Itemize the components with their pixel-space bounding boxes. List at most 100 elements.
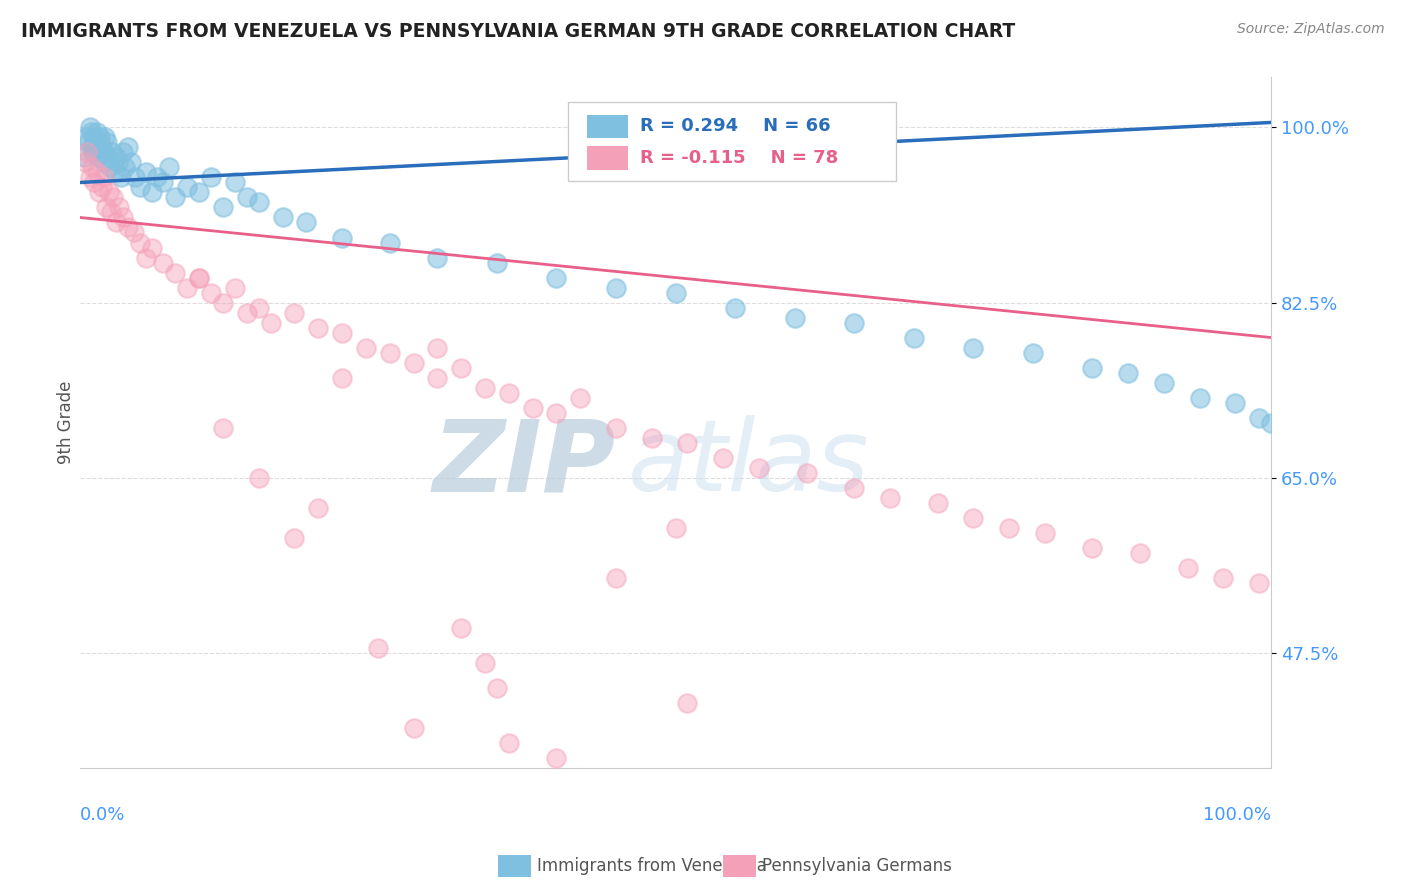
- Point: [152, 176, 174, 190]
- Point: [676, 696, 699, 710]
- Point: [330, 326, 353, 340]
- Point: [72, 151, 94, 165]
- Point: [605, 420, 627, 434]
- Point: [879, 491, 901, 505]
- Point: [724, 301, 747, 315]
- Point: [711, 450, 734, 465]
- Point: [498, 385, 520, 400]
- Point: [295, 215, 318, 229]
- Text: 0.0%: 0.0%: [80, 805, 125, 823]
- Point: [90, 140, 112, 154]
- Point: [962, 341, 984, 355]
- Point: [748, 460, 770, 475]
- Point: [120, 155, 142, 169]
- Point: [962, 510, 984, 524]
- Point: [450, 360, 472, 375]
- Point: [522, 401, 544, 415]
- Point: [124, 170, 146, 185]
- Point: [224, 176, 246, 190]
- Point: [1153, 376, 1175, 390]
- Point: [135, 165, 157, 179]
- Point: [176, 180, 198, 194]
- Point: [271, 211, 294, 225]
- Point: [212, 201, 235, 215]
- Point: [79, 120, 101, 135]
- Point: [485, 255, 508, 269]
- Point: [212, 420, 235, 434]
- Point: [1249, 575, 1271, 590]
- Point: [152, 255, 174, 269]
- Point: [1022, 345, 1045, 359]
- Point: [176, 280, 198, 294]
- Point: [796, 466, 818, 480]
- Text: ZIP: ZIP: [433, 416, 616, 513]
- Point: [76, 145, 98, 160]
- Point: [307, 500, 329, 515]
- Point: [117, 140, 139, 154]
- Point: [485, 681, 508, 695]
- Point: [200, 170, 222, 185]
- Point: [80, 125, 103, 139]
- Point: [86, 165, 108, 179]
- Point: [111, 211, 134, 225]
- Point: [100, 205, 122, 219]
- Point: [82, 145, 104, 160]
- Point: [402, 721, 425, 735]
- Point: [188, 270, 211, 285]
- Point: [157, 161, 180, 175]
- Point: [89, 186, 111, 200]
- Point: [367, 640, 389, 655]
- Point: [110, 170, 132, 185]
- Point: [135, 251, 157, 265]
- Point: [98, 161, 121, 175]
- FancyBboxPatch shape: [588, 146, 628, 170]
- Point: [90, 180, 112, 194]
- Point: [1188, 391, 1211, 405]
- Point: [87, 151, 110, 165]
- Point: [1225, 395, 1247, 409]
- Point: [426, 370, 449, 384]
- Point: [80, 140, 103, 154]
- Text: Immigrants from Venezuela: Immigrants from Venezuela: [537, 857, 766, 875]
- Text: Source: ZipAtlas.com: Source: ZipAtlas.com: [1237, 22, 1385, 37]
- Point: [108, 201, 131, 215]
- Point: [1116, 366, 1139, 380]
- Point: [665, 285, 688, 300]
- Text: R = -0.115    N = 78: R = -0.115 N = 78: [640, 149, 838, 167]
- Point: [117, 220, 139, 235]
- Text: Pennsylvania Germans: Pennsylvania Germans: [762, 857, 952, 875]
- Text: IMMIGRANTS FROM VENEZUELA VS PENNSYLVANIA GERMAN 9TH GRADE CORRELATION CHART: IMMIGRANTS FROM VENEZUELA VS PENNSYLVANI…: [21, 22, 1015, 41]
- FancyBboxPatch shape: [568, 102, 896, 181]
- Point: [80, 161, 103, 175]
- Point: [141, 186, 163, 200]
- Point: [101, 145, 124, 160]
- Point: [354, 341, 377, 355]
- Point: [844, 481, 866, 495]
- Point: [605, 280, 627, 294]
- Text: atlas: atlas: [628, 416, 869, 513]
- Point: [93, 170, 115, 185]
- Point: [104, 151, 127, 165]
- Point: [402, 355, 425, 369]
- Point: [96, 136, 118, 150]
- Point: [146, 170, 169, 185]
- Point: [474, 656, 496, 670]
- Point: [903, 330, 925, 344]
- Point: [91, 145, 114, 160]
- Point: [94, 130, 117, 145]
- Point: [998, 520, 1021, 534]
- Point: [1081, 541, 1104, 555]
- Point: [259, 316, 281, 330]
- Point: [188, 186, 211, 200]
- Point: [83, 130, 105, 145]
- Point: [89, 136, 111, 150]
- Point: [330, 230, 353, 244]
- Point: [83, 176, 105, 190]
- Point: [122, 226, 145, 240]
- Point: [330, 370, 353, 384]
- Point: [378, 235, 401, 250]
- Point: [86, 125, 108, 139]
- Text: 100.0%: 100.0%: [1204, 805, 1271, 823]
- Y-axis label: 9th Grade: 9th Grade: [58, 381, 75, 464]
- Point: [1081, 360, 1104, 375]
